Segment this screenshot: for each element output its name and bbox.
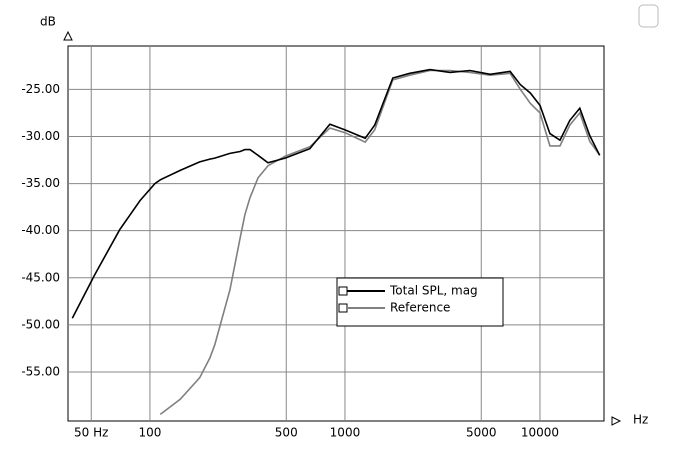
x-tick-label: 50 Hz (74, 426, 108, 440)
y-tick-label: -25.00 (21, 82, 60, 96)
legend-checkbox[interactable] (338, 303, 348, 313)
legend-box (336, 277, 504, 327)
y-tick-label: -50.00 (21, 317, 60, 331)
plot-area (67, 45, 605, 422)
series-line (159, 69, 601, 416)
legend-label: Total SPL, mag (389, 284, 478, 298)
corner-checkbox[interactable] (638, 4, 659, 28)
y-axis-label: dB (40, 15, 56, 29)
legend: Total SPL, mag Reference (336, 277, 504, 327)
legend-checkbox[interactable] (338, 286, 348, 296)
legend-label: Reference (390, 301, 450, 315)
series-line (71, 68, 601, 319)
y-tick-label: -35.00 (21, 176, 60, 190)
y-arrow (63, 30, 73, 41)
y-tick-label: -55.00 (21, 365, 60, 379)
x-tick-label: 1000 (330, 426, 361, 440)
x-axis-label: Hz (633, 413, 648, 427)
x-tick-label: 100 (138, 426, 161, 440)
y-tick-label: -30.00 (21, 129, 60, 143)
x-tick-label: 10000 (521, 426, 559, 440)
x-tick-label: 5000 (466, 426, 497, 440)
x-tick-label: 500 (275, 426, 298, 440)
y-tick-label: -45.00 (21, 270, 60, 284)
x-arrow (611, 416, 622, 426)
y-tick-label: -40.00 (21, 223, 60, 237)
